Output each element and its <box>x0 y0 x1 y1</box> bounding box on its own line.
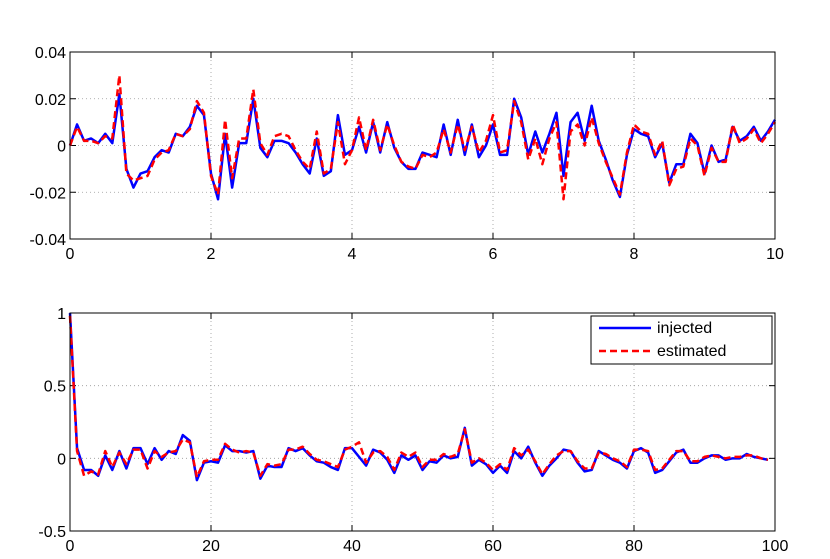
y-tick-label: -0.5 <box>38 524 66 541</box>
line-series <box>68 312 769 482</box>
y-tick-label: -0.04 <box>30 232 67 249</box>
y-tick-label: 0 <box>57 139 66 156</box>
y-tick-label: 1 <box>57 306 66 323</box>
legend-label: estimated <box>657 343 726 360</box>
line-series <box>68 315 769 479</box>
axes-box <box>69 312 776 532</box>
y-tick-label: 0.5 <box>44 379 66 396</box>
line-series <box>68 74 777 201</box>
y-tick-label: 0.02 <box>35 92 66 109</box>
y-tick-label: 0.04 <box>35 45 66 62</box>
x-tick-label: 60 <box>484 538 502 554</box>
x-tick-label: 20 <box>202 538 220 554</box>
x-tick-label: 0 <box>66 538 75 554</box>
x-tick-label: 2 <box>207 246 216 263</box>
y-tick-label: -0.02 <box>30 185 67 202</box>
x-tick-label: 0 <box>66 246 75 263</box>
legend-box <box>590 315 773 365</box>
x-tick-label: 6 <box>489 246 498 263</box>
x-tick-label: 4 <box>348 246 357 263</box>
axes-box <box>69 51 776 240</box>
y-tick-label: 0 <box>57 451 66 468</box>
legend-label: injected <box>657 320 712 337</box>
x-tick-label: 10 <box>766 246 784 263</box>
x-tick-label: 80 <box>625 538 643 554</box>
x-tick-label: 100 <box>762 538 789 554</box>
x-tick-label: 8 <box>630 246 639 263</box>
x-tick-label: 40 <box>343 538 361 554</box>
